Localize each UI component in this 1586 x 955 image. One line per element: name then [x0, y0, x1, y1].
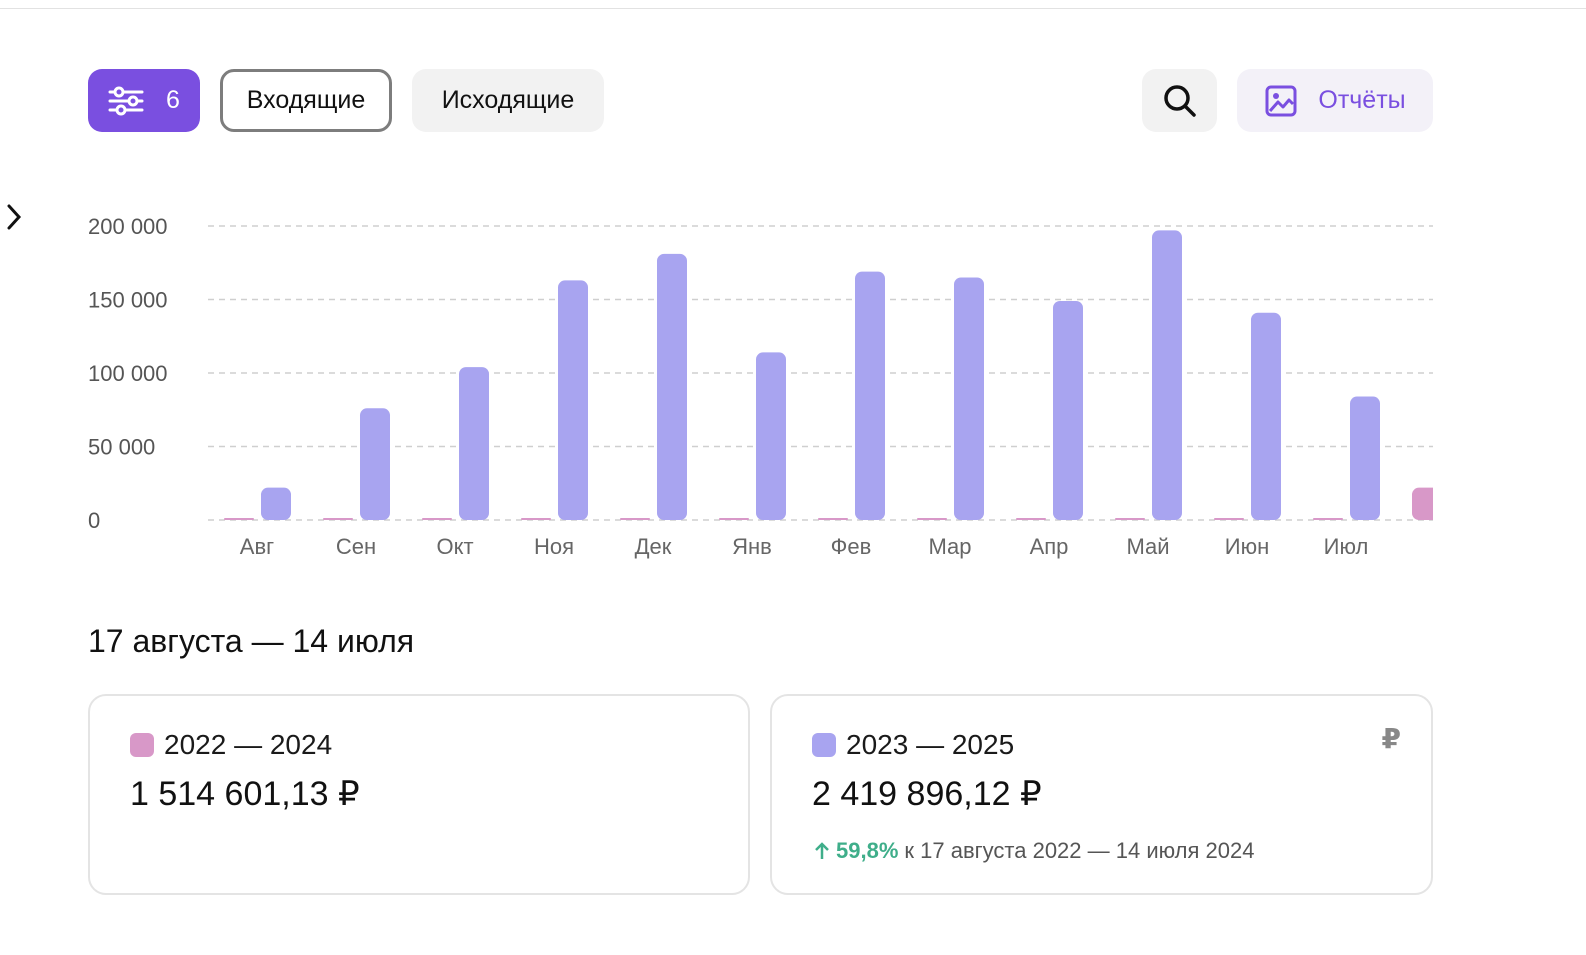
bar-previous-9[interactable]: [1115, 518, 1145, 520]
bar-previous-3[interactable]: [521, 518, 551, 520]
x-tick-label: Апр: [1030, 534, 1069, 559]
y-tick-label: 50 000: [88, 435, 155, 460]
x-tick-label: Фев: [831, 534, 872, 559]
x-tick-label: Дек: [635, 534, 672, 559]
x-tick-label: Янв: [732, 534, 772, 559]
bar-previous-8[interactable]: [1016, 518, 1046, 520]
summary-card-current: 2023 — 2025 ₽ 2 419 896,12 ₽ 59,8% к 17 …: [770, 694, 1433, 895]
bar-previous-6[interactable]: [818, 518, 848, 520]
bar-previous-7[interactable]: [917, 518, 947, 520]
arrow-up-icon: [815, 842, 829, 859]
bar-current-4[interactable]: [657, 253, 687, 520]
top-divider: [0, 8, 1586, 9]
legend-swatch-current: [812, 733, 836, 757]
period-title: 17 августа — 14 июля: [88, 623, 415, 659]
toolbar: 6 Входящие Исходящие Отчёты: [88, 69, 1433, 132]
comparison-text: к 17 августа 2022 — 14 июля 2024: [904, 838, 1255, 863]
search-icon: [1163, 84, 1196, 117]
chart-canvas: 200 000 150 000 100 000 50 000 0 Авг Сен Окт Ноя…: [88, 214, 1453, 559]
amount-value: 2 419 896,12 ₽: [812, 775, 1042, 813]
bar-current-5[interactable]: [756, 352, 786, 520]
bar-current-3[interactable]: [558, 280, 588, 520]
bar-current-11[interactable]: [1350, 396, 1380, 520]
x-tick-label: Июн: [1225, 534, 1269, 559]
bar-current-1[interactable]: [360, 408, 390, 520]
x-tick-label: Окт: [436, 534, 473, 559]
comparison-percent: 59,8%: [836, 838, 899, 863]
filter-sliders-icon: [108, 86, 144, 115]
search-button[interactable]: [1142, 69, 1217, 132]
tab-incoming[interactable]: Входящие: [220, 69, 392, 132]
x-tick-label: Май: [1126, 534, 1169, 559]
summary-card-previous: 2022 — 2024 1 514 601,13 ₽: [88, 694, 750, 895]
x-tick-label: А: [1438, 534, 1453, 559]
legend-label: 2023 — 2025: [846, 729, 1015, 760]
bar-current-8[interactable]: [1053, 300, 1083, 520]
currency-toggle[interactable]: ₽: [1381, 723, 1401, 754]
bar-previous-12[interactable]: [1412, 487, 1442, 520]
filter-button[interactable]: 6: [88, 69, 200, 132]
legend-current: 2023 — 2025: [812, 729, 1014, 761]
x-tick-label: Июл: [1324, 534, 1369, 559]
bar-previous-0[interactable]: [224, 518, 254, 520]
bar-previous-1[interactable]: [323, 518, 353, 520]
bar-previous-11[interactable]: [1313, 518, 1343, 520]
bar-current-10[interactable]: [1251, 312, 1281, 520]
x-tick-label: Ноя: [534, 534, 574, 559]
y-tick-label: 200 000: [88, 214, 168, 239]
legend-previous: 2022 — 2024: [130, 729, 332, 761]
reports-button[interactable]: Отчёты: [1237, 69, 1433, 132]
bar-current-0[interactable]: [261, 487, 291, 520]
x-tick-label: Мар: [928, 534, 971, 559]
comparison-row: 59,8% к 17 августа 2022 — 14 июля 2024: [814, 838, 1254, 864]
bar-current-7[interactable]: [954, 277, 984, 520]
legend-swatch-previous: [130, 733, 154, 757]
y-tick-label: 150 000: [88, 288, 168, 313]
x-tick-label: Сен: [336, 534, 376, 559]
y-tick-label: 0: [88, 508, 100, 533]
bar-current-2[interactable]: [459, 367, 489, 520]
bar-previous-4[interactable]: [620, 518, 650, 520]
chevron-right-icon[interactable]: [0, 200, 28, 234]
bar-current-9[interactable]: [1152, 230, 1182, 520]
bar-previous-2[interactable]: [422, 518, 452, 520]
amount-value: 1 514 601,13 ₽: [130, 775, 360, 813]
legend-label: 2022 — 2024: [164, 729, 333, 760]
filter-count: 6: [166, 86, 180, 114]
bar-previous-10[interactable]: [1214, 518, 1244, 520]
y-tick-label: 100 000: [88, 361, 168, 386]
bar-current-6[interactable]: [855, 271, 885, 520]
tab-outgoing[interactable]: Исходящие: [412, 69, 604, 132]
report-image-icon: [1265, 85, 1297, 116]
bar-chart: 200 000 150 000 100 000 50 000 0 Авг Сен Окт Ноя…: [0, 200, 1586, 580]
bar-previous-5[interactable]: [719, 518, 749, 520]
reports-label: Отчёты: [1318, 86, 1406, 114]
x-tick-label: Авг: [240, 534, 274, 559]
